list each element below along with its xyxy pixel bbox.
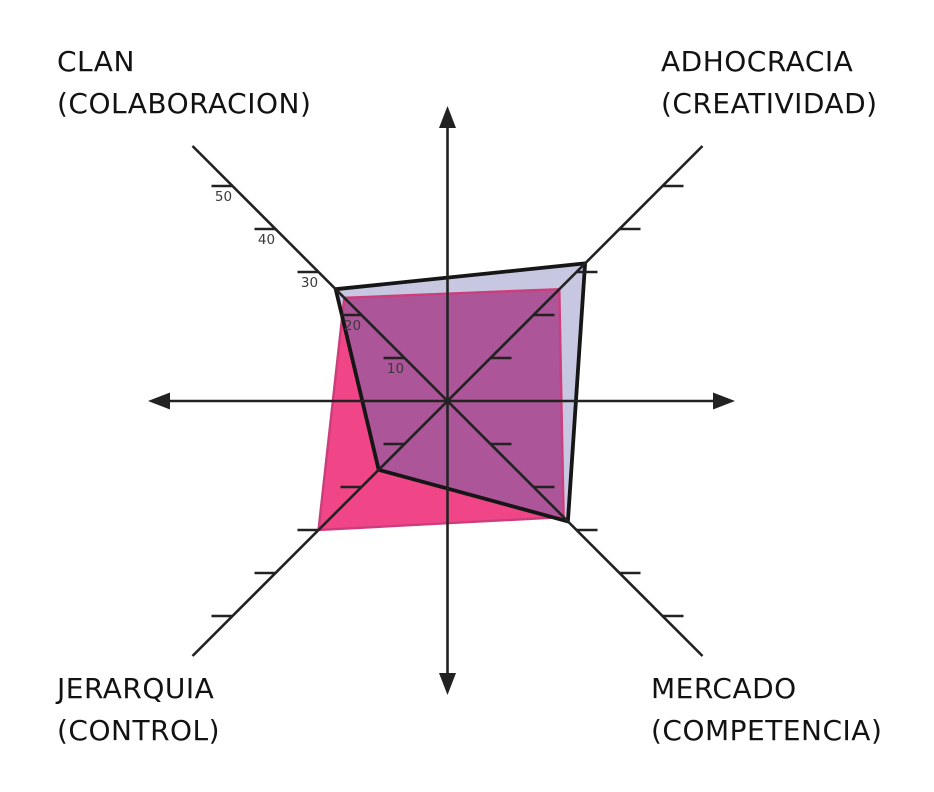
axis-label-clan-line2: (COLABORACION) [57, 87, 312, 120]
axis-label-jerarquia: JERARQUIA (CONTROL) [57, 668, 220, 752]
axis-label-adhocracia: ADHOCRACIA (CREATIVIDAD) [661, 41, 878, 125]
axis-label-clan: CLAN (COLABORACION) [57, 41, 311, 125]
axis-label-adhocracia-line2: (CREATIVIDAD) [661, 87, 878, 120]
down-arrowhead-icon [439, 673, 456, 695]
axis-label-clan-line1: CLAN [57, 45, 135, 78]
axis-label-adhocracia-line1: ADHOCRACIA [661, 45, 854, 78]
axis-label-mercado-line2: (COMPETENCIA) [651, 714, 883, 747]
axis-label-mercado: MERCADO (COMPETENCIA) [651, 668, 882, 752]
tick-label-50: 50 [215, 189, 232, 205]
axis-label-mercado-line1: MERCADO [651, 672, 797, 705]
tick-label-30: 30 [301, 275, 318, 291]
axis-label-jerarquia-line2: (CONTROL) [57, 714, 221, 747]
up-arrowhead-icon [439, 106, 456, 128]
axis-label-jerarquia-line1: JERARQUIA [57, 672, 215, 705]
tick-label-40: 40 [258, 232, 275, 248]
left-arrowhead-icon [148, 392, 170, 410]
tick-label-20: 20 [344, 318, 361, 334]
right-arrowhead-icon [713, 392, 735, 410]
tick-label-10: 10 [387, 361, 404, 377]
